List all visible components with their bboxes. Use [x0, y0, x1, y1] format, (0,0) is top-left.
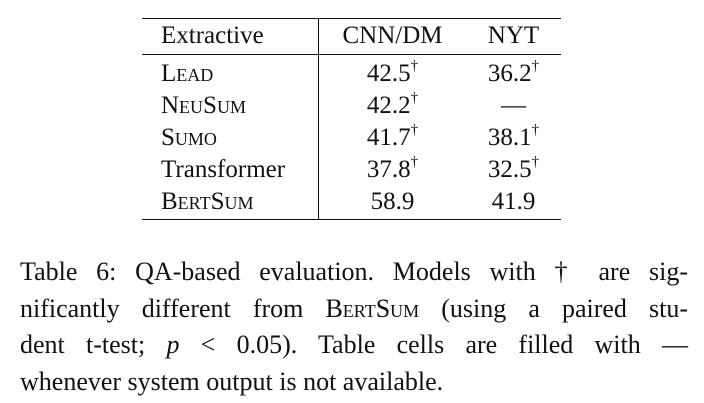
score-value: 58.9 — [370, 188, 415, 215]
model-name: Lead — [142, 54, 319, 90]
score-value: 36.2 — [487, 60, 532, 87]
nyt-score: 41.9 — [466, 186, 561, 220]
table-row: Sumo 41.7† 38.1† — [142, 122, 561, 154]
header-cnn-dm: CNN/DM — [342, 22, 443, 49]
table-row: NeuSum 42.2† — — [142, 90, 561, 122]
model-name: NeuSum — [142, 90, 319, 122]
score-value: 41.7 — [366, 124, 411, 151]
significance-mark: † — [410, 90, 419, 106]
model-name: BertSum — [142, 186, 319, 220]
significance-mark: † — [410, 154, 419, 170]
significance-mark: † — [531, 122, 540, 138]
significance-mark: † — [410, 58, 419, 74]
caption-text: < 0.05). Table cells are filled with — — [179, 330, 688, 359]
significance-mark: † — [531, 58, 540, 74]
significance-mark: † — [410, 122, 419, 138]
nyt-score: 32.5† — [466, 154, 561, 186]
nyt-score: — — [466, 90, 561, 122]
table-header-row: Extractive CNN/DM NYT — [142, 18, 561, 55]
caption-line: nificantly different from BertSum (using… — [20, 291, 688, 328]
caption-text: (using a paired stu- — [419, 293, 688, 323]
cnn-dm-score: 42.5† — [319, 55, 467, 91]
model-name: Sumo — [142, 122, 319, 154]
caption-line: Table 6: QA-based evaluation. Models wit… — [20, 257, 688, 286]
caption-text: dent t-test; — [20, 330, 167, 359]
score-value: 41.9 — [491, 188, 536, 215]
score-value: 42.5 — [366, 60, 411, 87]
table-row: BertSum 58.9 41.9 — [142, 186, 561, 220]
header-extractive: Extractive — [142, 18, 319, 55]
results-table-container: Extractive CNN/DM NYT Lead 42.5† 36.2† N… — [142, 18, 561, 220]
p-value-symbol: p — [166, 330, 180, 359]
nyt-score: 38.1† — [466, 122, 561, 154]
qa-evaluation-table: Extractive CNN/DM NYT Lead 42.5† 36.2† N… — [142, 18, 561, 220]
model-name: Transformer — [142, 154, 319, 186]
model-reference: BertSum — [325, 293, 420, 323]
score-value: 42.2 — [366, 92, 411, 119]
table-row: Transformer 37.8† 32.5† — [142, 154, 561, 186]
caption-line: whenever system output is not available. — [20, 366, 444, 396]
header-nyt: NYT — [487, 22, 540, 49]
table-caption: Table 6: QA-based evaluation. Models wit… — [20, 254, 688, 400]
score-value: 32.5 — [487, 156, 532, 183]
caption-text: nificantly different from — [20, 293, 326, 323]
table-row: Lead 42.5† 36.2† — [142, 54, 561, 91]
nyt-score: 36.2† — [466, 55, 561, 91]
score-value: 38.1 — [487, 124, 532, 151]
caption-line: dent t-test; p < 0.05). Table cells are … — [20, 327, 688, 364]
cnn-dm-score: 37.8† — [319, 154, 467, 186]
cnn-dm-score: 41.7† — [319, 122, 467, 154]
cnn-dm-score: 58.9 — [319, 186, 467, 220]
score-value: — — [501, 92, 526, 119]
significance-mark: † — [531, 154, 540, 170]
cnn-dm-score: 42.2† — [319, 90, 467, 122]
score-value: 37.8 — [366, 156, 411, 183]
